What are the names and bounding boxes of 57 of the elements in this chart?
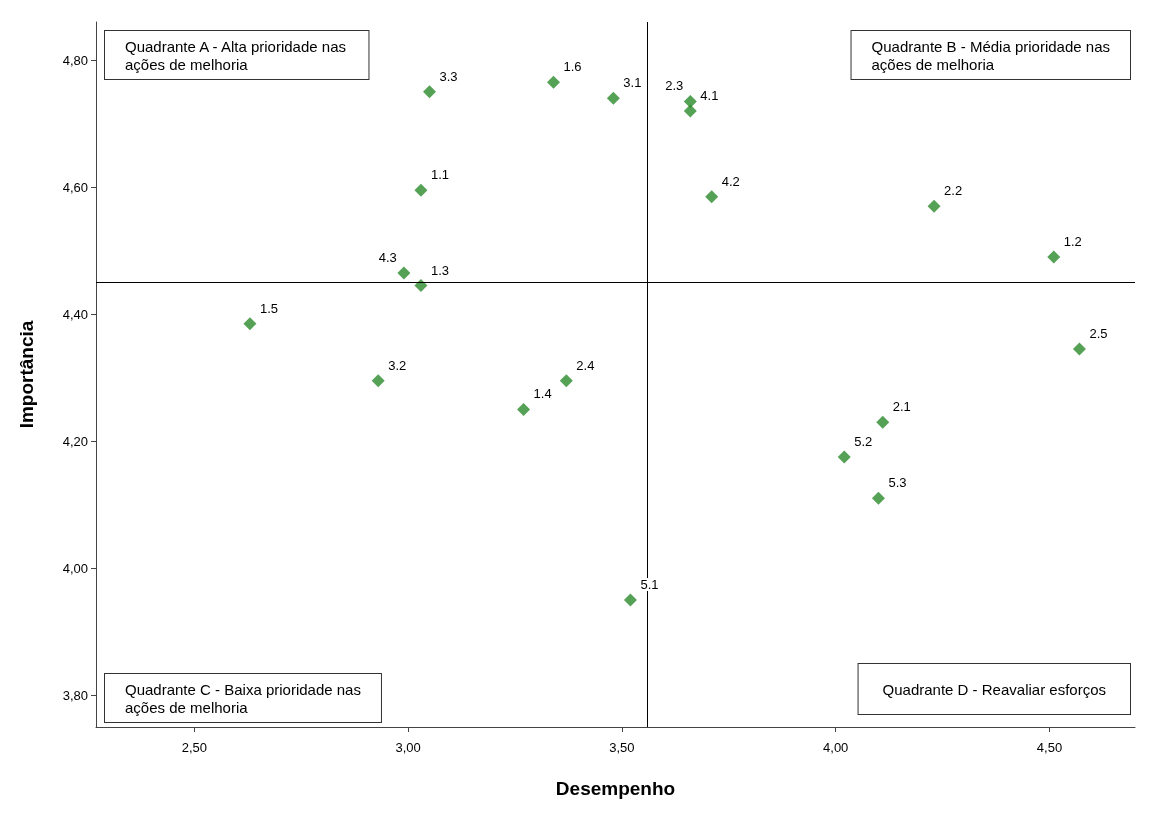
point bbox=[871, 491, 885, 505]
point bbox=[517, 402, 531, 416]
point bbox=[1047, 250, 1061, 264]
annotation: 5.3 bbox=[888, 475, 907, 491]
annotation: 3.2 bbox=[388, 357, 407, 373]
y-axis-title: Importância bbox=[16, 320, 37, 429]
point bbox=[837, 450, 851, 464]
annotation: 1.2 bbox=[1063, 234, 1082, 249]
annotation: 1.6 bbox=[563, 59, 582, 75]
x-tick-label: 3,50 bbox=[609, 740, 635, 755]
annotation: 2.1 bbox=[892, 399, 911, 415]
annotation: 2.2 bbox=[944, 183, 963, 199]
point bbox=[623, 593, 637, 607]
point bbox=[414, 279, 428, 293]
annotation: 1.3 bbox=[430, 262, 450, 278]
annotation: 2.5 bbox=[1089, 326, 1108, 342]
y-tick-label: 4,00 bbox=[62, 560, 88, 576]
x-tick-label: 2,50 bbox=[181, 740, 207, 755]
y-tick-label: 4,60 bbox=[62, 179, 88, 195]
annotation: Quadrante D - Reavaliar esforços bbox=[882, 680, 1106, 698]
annotation: 4.3 bbox=[378, 249, 397, 265]
y-tick-label: 4,40 bbox=[62, 306, 88, 322]
annotation: 1.5 bbox=[259, 300, 278, 316]
annotation: Quadrante C - Baixa prioridade nas ações de melhoria bbox=[125, 680, 361, 716]
x-tick-label: 3,00 bbox=[395, 740, 421, 755]
annotation: 3.3 bbox=[439, 68, 458, 84]
point bbox=[243, 317, 257, 331]
point bbox=[1072, 342, 1086, 356]
point bbox=[559, 374, 573, 388]
point bbox=[683, 94, 697, 108]
y-tick-label: 4,80 bbox=[62, 52, 88, 68]
point bbox=[397, 266, 411, 280]
annotation: 3.1 bbox=[623, 75, 642, 91]
point bbox=[414, 183, 428, 197]
annotation: 4.2 bbox=[721, 173, 740, 189]
annotation: 2.4 bbox=[576, 357, 595, 373]
point bbox=[705, 190, 719, 204]
x-axis-title: Desempenho bbox=[555, 778, 676, 799]
annotation: Quadrante B - Média prioridade nas ações de melhoria bbox=[871, 37, 1111, 73]
point bbox=[606, 91, 620, 105]
y-tick-label: 4,20 bbox=[62, 433, 88, 449]
annotation: 2.3 bbox=[665, 78, 684, 94]
annotation: 1.1 bbox=[430, 167, 450, 183]
x-tick-label: 4,50 bbox=[1036, 740, 1063, 755]
point bbox=[423, 85, 437, 99]
annotation: Quadrante A - Alta prioridade nas ações de melhoria bbox=[125, 37, 346, 73]
point bbox=[876, 415, 890, 429]
annotation: 5.2 bbox=[854, 434, 873, 450]
point bbox=[371, 374, 385, 388]
point bbox=[683, 104, 697, 118]
annotation: 5.1 bbox=[640, 576, 659, 592]
annotation: 1.4 bbox=[533, 386, 552, 402]
point bbox=[927, 199, 941, 213]
point bbox=[547, 75, 560, 89]
y-tick-label: 3,80 bbox=[62, 687, 88, 703]
annotation: 4.1 bbox=[700, 87, 719, 103]
x-tick-label: 4,00 bbox=[823, 740, 849, 755]
